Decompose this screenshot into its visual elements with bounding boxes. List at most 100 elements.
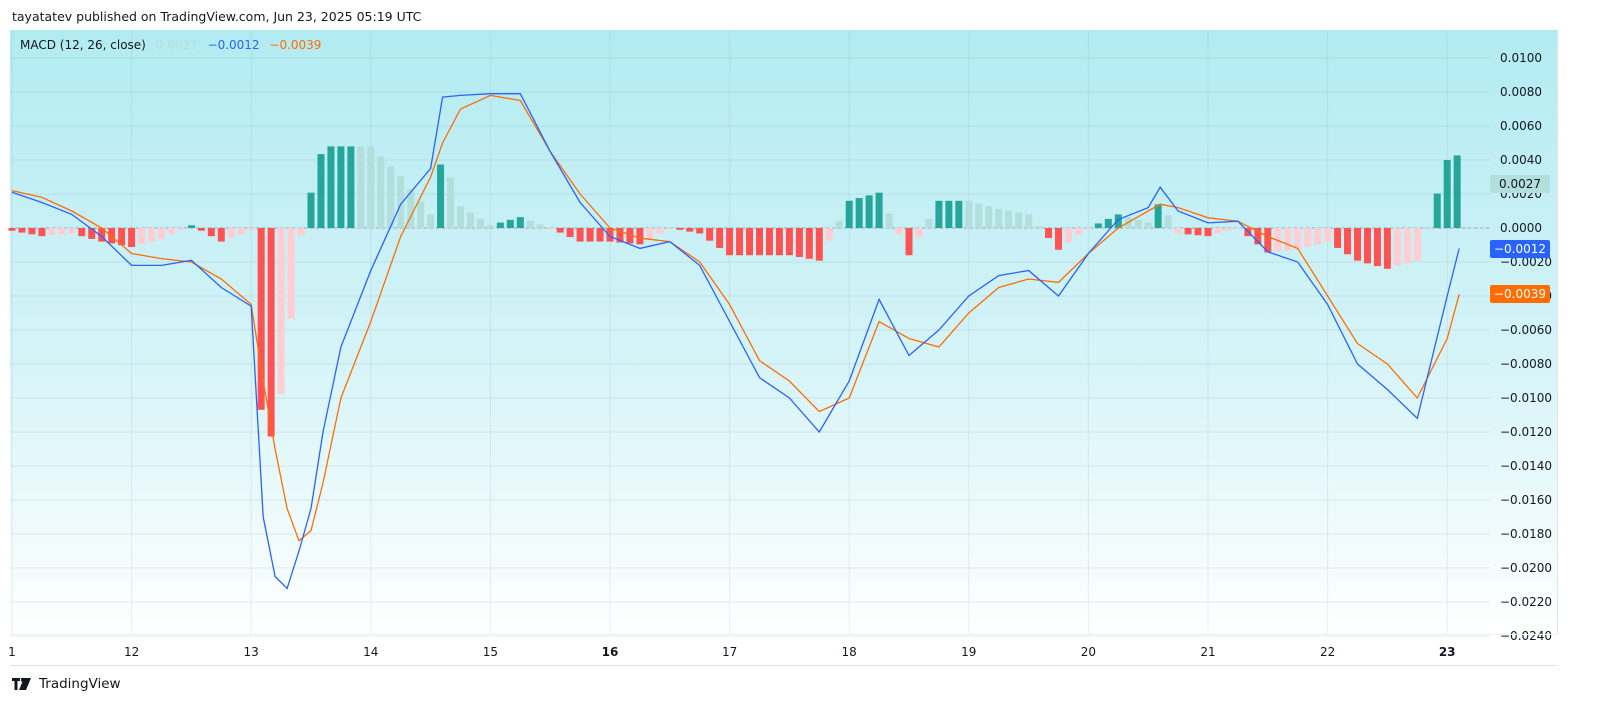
histogram-bar: [965, 200, 973, 228]
histogram-bar: [995, 208, 1003, 228]
histogram-bar: [1035, 226, 1043, 228]
histogram-bar: [1114, 214, 1122, 228]
histogram-bar: [1314, 228, 1322, 245]
histogram-bar: [646, 228, 654, 239]
histogram-bar: [98, 228, 106, 242]
histogram-bar: [1413, 228, 1421, 261]
histogram-bar: [1194, 228, 1202, 236]
histogram-bar: [1174, 228, 1182, 234]
histogram-bar: [128, 228, 136, 248]
histogram-bar: [297, 228, 305, 236]
histogram-bar: [177, 228, 185, 230]
histogram-bar: [217, 228, 225, 242]
histogram-bar: [935, 200, 943, 228]
histogram-bar: [1453, 155, 1461, 228]
histogram-bar: [1144, 222, 1152, 228]
time-axis-label: 12: [123, 645, 140, 659]
histogram-bar: [38, 228, 46, 237]
histogram-bar: [227, 228, 235, 238]
macd-line: [11, 93, 1460, 590]
histogram-bar: [68, 228, 76, 234]
price-axis-label: 0.0060: [1500, 119, 1542, 133]
histogram-bar: [526, 220, 534, 228]
histogram-bar: [1304, 228, 1312, 248]
histogram-bar: [775, 228, 783, 256]
price-axis-label: −0.0200: [1500, 561, 1553, 575]
histogram-bar: [696, 228, 704, 234]
histogram-bar: [756, 228, 763, 256]
histogram-bar: [835, 220, 843, 228]
time-axis-label: 16: [601, 645, 619, 659]
histogram-bar: [1254, 228, 1262, 245]
time-axis-label: 15: [482, 645, 499, 659]
histogram-bar: [945, 200, 953, 228]
histogram-bar: [676, 228, 684, 230]
histogram-bar: [207, 228, 215, 237]
price-axis-label: −0.0080: [1500, 357, 1553, 371]
price-axis-label: 0.0080: [1500, 85, 1542, 99]
histogram-bar: [736, 228, 744, 256]
histogram-bar: [955, 200, 963, 228]
histogram-bar: [845, 200, 853, 228]
price-axis-label: −0.0100: [1500, 391, 1553, 405]
publish-info: tayatatev published on TradingView.com, …: [12, 9, 422, 24]
histogram-bar: [148, 228, 156, 242]
price-axis-label: −0.0020: [1500, 255, 1553, 269]
histogram-bar: [197, 228, 205, 231]
histogram-bar: [516, 217, 524, 228]
histogram-bar: [1104, 218, 1112, 228]
histogram-bar: [486, 225, 494, 228]
histogram-bar: [367, 146, 375, 228]
histogram-bar: [865, 195, 873, 228]
price-axis-label: −0.0060: [1500, 323, 1553, 337]
histogram-bar: [58, 228, 66, 235]
histogram-bar: [825, 228, 833, 241]
histogram-bar: [88, 228, 96, 239]
histogram-bar: [1134, 219, 1142, 228]
histogram-price-tag: 0.0027: [1490, 175, 1550, 193]
histogram-bar: [1403, 228, 1411, 264]
histogram-bar: [337, 146, 345, 228]
time-axis-label: 23: [1438, 645, 1456, 659]
tradingview-footer[interactable]: TradingView: [12, 676, 121, 692]
indicator-name: MACD (12, 26, close): [20, 38, 146, 52]
price-axis-label: −0.0140: [1500, 459, 1553, 473]
histogram-bar: [905, 228, 913, 256]
histogram-bar: [28, 228, 36, 235]
histogram-bar: [765, 228, 773, 256]
histogram-bar: [506, 219, 514, 228]
histogram-bar: [556, 228, 564, 233]
histogram-bar: [1084, 228, 1092, 229]
time-axis-label: 19: [961, 645, 977, 659]
histogram-bar: [895, 228, 903, 235]
histogram-bar: [1294, 228, 1302, 250]
histogram-bar: [18, 228, 26, 233]
histogram-bar: [187, 225, 195, 228]
histogram-bar: [985, 206, 993, 228]
signal-line: [11, 94, 1460, 542]
time-axis-label: 1: [8, 645, 16, 659]
histogram-bar: [466, 212, 474, 228]
histogram-bar: [267, 228, 275, 437]
histogram-bar: [447, 177, 455, 228]
histogram-bar: [407, 189, 415, 228]
signal-price-tag: −0.0039: [1490, 285, 1550, 303]
macd-value: −0.0012: [207, 38, 260, 52]
histogram-bar: [167, 228, 175, 235]
indicator-legend[interactable]: MACD (12, 26, close) 0.0027 −0.0012 −0.0…: [20, 38, 327, 52]
time-axis[interactable]: 1 12 13 14 15 16 17 18 19 20 21 22 23: [8, 634, 1557, 666]
histogram-bar: [875, 192, 883, 228]
histogram-bar: [566, 228, 574, 238]
time-axis-label: 18: [841, 645, 857, 659]
histogram-bar: [427, 214, 435, 228]
price-axis-label: −0.0120: [1500, 425, 1553, 439]
histogram-bar: [596, 228, 604, 242]
time-axis-label: 20: [1080, 645, 1097, 659]
histogram-bar: [716, 228, 724, 248]
histogram-bar: [1443, 160, 1451, 228]
histogram-bar: [287, 228, 295, 319]
histogram-bar: [726, 228, 734, 256]
time-axis-label: 17: [721, 645, 738, 659]
histogram-bar: [586, 228, 594, 242]
